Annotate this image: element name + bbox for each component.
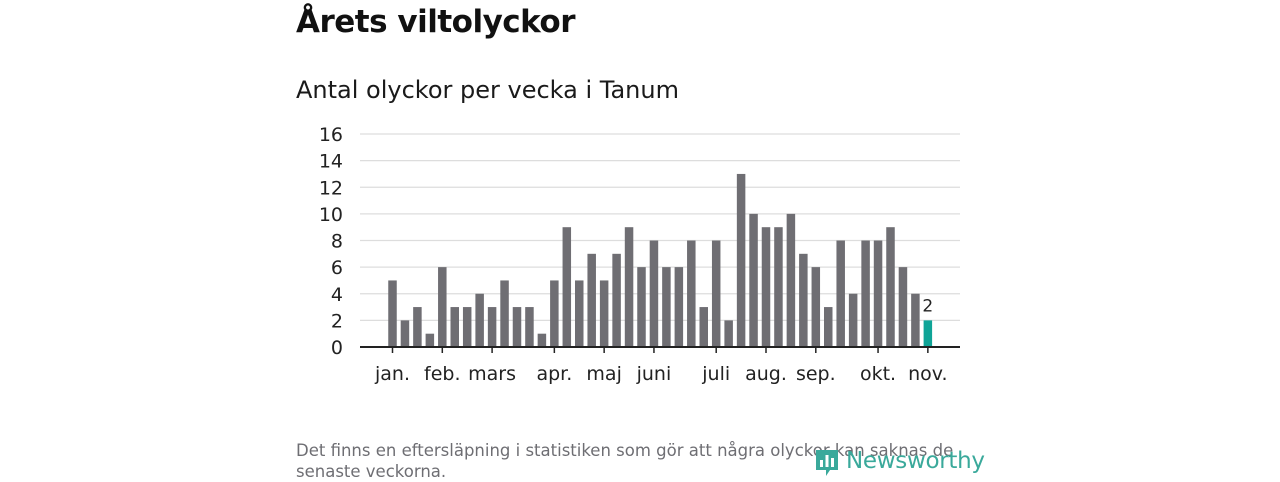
y-tick-label: 6 xyxy=(331,257,343,279)
bar xyxy=(699,307,708,347)
bar xyxy=(388,280,397,347)
y-tick-label: 14 xyxy=(319,151,343,173)
y-tick-label: 12 xyxy=(319,177,343,199)
x-tick-label: sep. xyxy=(796,363,836,385)
bar xyxy=(824,307,833,347)
bar xyxy=(749,213,758,347)
bar xyxy=(612,253,621,347)
newsworthy-bar-icon xyxy=(816,450,838,476)
bar xyxy=(562,227,572,347)
x-tick-label: juli xyxy=(701,363,730,385)
y-tick-label: 16 xyxy=(319,124,343,146)
bar xyxy=(649,240,659,347)
bar xyxy=(525,307,534,347)
bar xyxy=(736,173,746,347)
bar xyxy=(886,227,895,347)
bar xyxy=(674,267,684,347)
bar xyxy=(774,227,783,347)
bar xyxy=(450,307,459,347)
x-tick-label: feb. xyxy=(424,363,460,385)
bar xyxy=(687,240,696,347)
bar xyxy=(761,227,771,347)
bar xyxy=(662,267,671,347)
bar-highlight xyxy=(923,320,933,347)
bar xyxy=(624,227,634,347)
y-tick-label: 0 xyxy=(331,337,343,359)
bar xyxy=(550,280,559,347)
bar xyxy=(512,307,522,347)
x-tick-label: aug. xyxy=(745,363,787,385)
x-tick-label: mars xyxy=(468,363,516,385)
bar xyxy=(537,333,547,347)
y-tick-label: 8 xyxy=(331,231,343,253)
x-tick-label: nov. xyxy=(908,363,947,385)
bar xyxy=(911,293,920,347)
data-label: 2 xyxy=(922,296,933,316)
bar xyxy=(836,240,845,347)
logo-text: Newsworthy xyxy=(846,448,985,474)
bar xyxy=(873,240,883,347)
bar xyxy=(462,307,472,347)
bar xyxy=(898,267,908,347)
bar xyxy=(811,267,821,347)
bar xyxy=(599,280,609,347)
bar xyxy=(500,280,509,347)
bar xyxy=(861,240,870,347)
bar xyxy=(786,213,796,347)
bar xyxy=(848,293,858,347)
bar xyxy=(425,333,435,347)
y-tick-label: 4 xyxy=(331,284,343,306)
bar xyxy=(487,307,497,347)
bar xyxy=(799,253,808,347)
page-title: Årets viltolyckor xyxy=(296,4,576,40)
bar xyxy=(575,280,584,347)
x-tick-label: okt. xyxy=(860,363,896,385)
x-tick-label: juni xyxy=(636,363,672,385)
x-tick-label: maj xyxy=(586,363,621,385)
bar xyxy=(475,293,484,347)
y-tick-label: 2 xyxy=(331,310,343,332)
x-tick-label: jan. xyxy=(374,363,410,385)
bar xyxy=(711,240,721,347)
footnote: Det finns en eftersläpning i statistiken… xyxy=(296,441,954,481)
gridlines xyxy=(360,133,960,322)
bar xyxy=(413,307,422,347)
y-tick-label: 10 xyxy=(319,204,343,226)
bar xyxy=(587,253,596,347)
data-labels: 2 xyxy=(922,296,933,316)
bar xyxy=(438,267,447,347)
chart-title: Antal olyckor per vecka i Tanum xyxy=(296,76,679,104)
x-axis: jan. feb. mars apr. maj juni juli aug. sep. okt. n… xyxy=(360,346,960,385)
newsworthy-logo: Newsworthy xyxy=(812,444,985,478)
bar xyxy=(400,320,410,347)
y-axis: 0 2 4 6 8 10 12 14 16 xyxy=(319,124,343,359)
bar xyxy=(637,267,646,347)
bars xyxy=(388,173,933,347)
bar xyxy=(724,320,733,347)
x-tick-label: apr. xyxy=(536,363,572,385)
